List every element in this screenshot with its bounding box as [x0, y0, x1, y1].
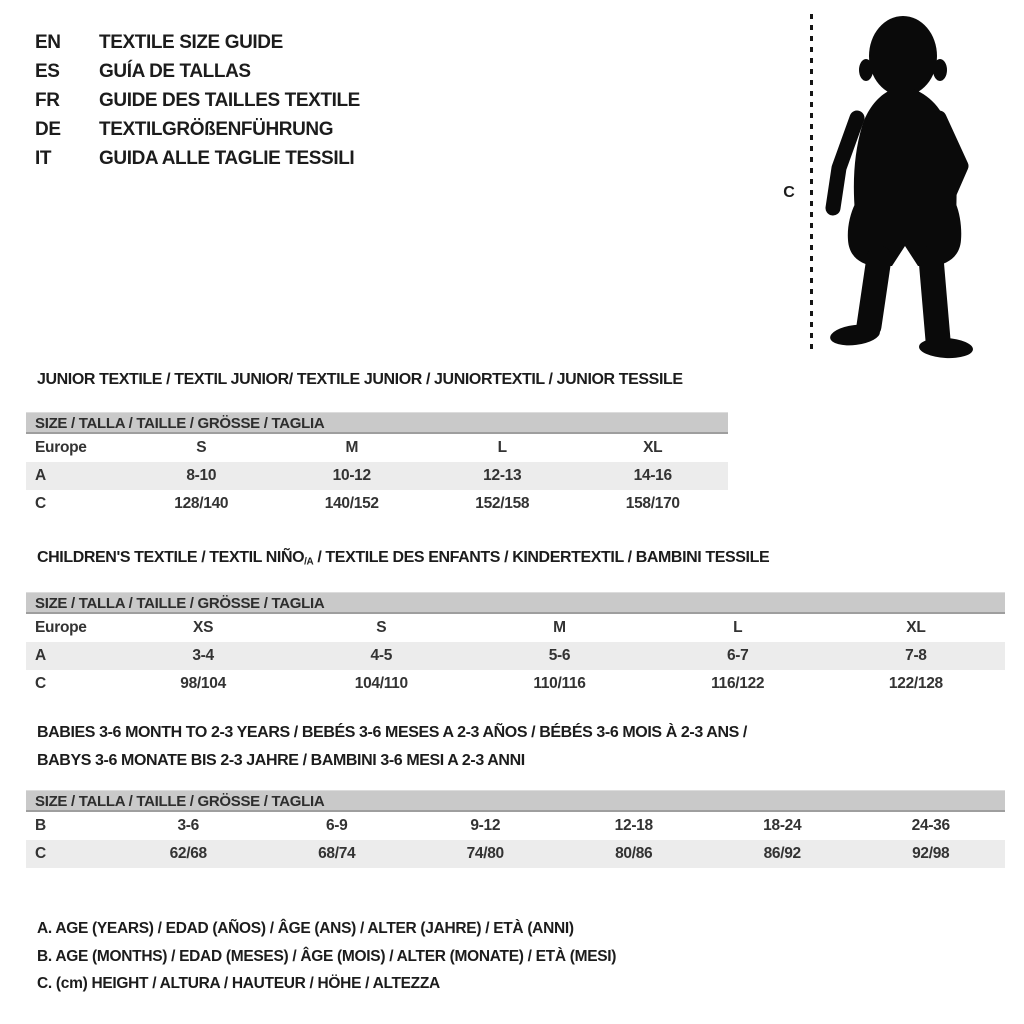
row-label: A [35, 467, 46, 484]
table-cell: 74/80 [466, 845, 505, 862]
table-cell: 18-24 [763, 817, 802, 834]
toddler-silhouette-icon [825, 16, 973, 359]
table-row-height-cm: C 98/104 104/110 110/116 116/122 122/128 [26, 670, 1005, 698]
table-cell: M [553, 619, 566, 636]
table-cell: 92/98 [912, 845, 950, 862]
legend-line-height: C. (cm) HEIGHT / ALTURA / HAUTEUR / HÖHE… [37, 975, 440, 992]
table-cell: 68/74 [318, 845, 356, 862]
table-cell: 4-5 [370, 647, 393, 664]
lang-code: IT [35, 147, 52, 169]
table-cell: 122/128 [888, 675, 943, 692]
lang-row-de: DE TEXTILGRÖßENFÜHRUNG [35, 115, 360, 144]
junior-size-table: SIZE / TALLA / TAILLE / GRÖSSE / TAGLIA … [26, 412, 728, 518]
children-title-subscript: /A [304, 556, 314, 568]
table-cell: XL [906, 619, 926, 636]
table-cell: 6-9 [325, 817, 348, 834]
babies-title-line1: BABIES 3-6 MONTH TO 2-3 YEARS / BEBÉS 3-… [37, 724, 747, 741]
table-cell: XL [643, 439, 663, 456]
height-marker-label: C [783, 184, 795, 201]
lang-row-fr: FR GUIDE DES TAILLES TEXTILE [35, 86, 360, 115]
table-cell: 86/92 [763, 845, 802, 862]
table-cell: 14-16 [633, 467, 672, 484]
lang-code: DE [35, 118, 61, 140]
table-cell: 12-13 [483, 467, 522, 484]
table-cell: 140/152 [324, 495, 379, 512]
lang-code: EN [35, 31, 61, 53]
language-title-block: EN TEXTILE SIZE GUIDE ES GUÍA DE TALLAS … [35, 28, 360, 173]
lang-row-en: EN TEXTILE SIZE GUIDE [35, 28, 360, 57]
table-cell: 6-7 [726, 647, 749, 664]
size-table-header: SIZE / TALLA / TAILLE / GRÖSSE / TAGLIA [26, 412, 728, 434]
children-size-table: SIZE / TALLA / TAILLE / GRÖSSE / TAGLIA … [26, 592, 1005, 698]
lang-title: GUÍA DE TALLAS [99, 60, 251, 82]
lang-title: GUIDE DES TAILLES TEXTILE [99, 89, 360, 111]
lang-row-it: IT GUIDA ALLE TAGLIE TESSILI [35, 144, 360, 173]
row-label: C [35, 675, 46, 692]
table-cell: 152/158 [475, 495, 530, 512]
lang-row-es: ES GUÍA DE TALLAS [35, 57, 360, 86]
table-cell: L [733, 619, 743, 636]
table-cell: 7-8 [905, 647, 927, 664]
row-label: C [35, 495, 46, 512]
row-label: Europe [35, 619, 87, 636]
legend-line-age-years: A. AGE (YEARS) / EDAD (AÑOS) / ÂGE (ANS)… [37, 920, 574, 937]
table-cell: 128/140 [174, 495, 229, 512]
table-cell: S [376, 619, 387, 636]
table-cell: 62/68 [169, 845, 208, 862]
lang-title: TEXTILE SIZE GUIDE [99, 31, 283, 53]
table-cell: 10-12 [332, 467, 371, 484]
lang-code: ES [35, 60, 60, 82]
height-measure-dotted-line [810, 14, 813, 355]
children-section-title: CHILDREN'S TEXTILE / TEXTIL NIÑO/A / TEX… [37, 548, 770, 572]
table-cell: 12-18 [614, 817, 653, 834]
height-figure: C [770, 0, 1024, 368]
children-title-suffix: / TEXTILE DES ENFANTS / KINDERTEXTIL / B… [313, 549, 770, 566]
table-row-height-cm: C 128/140 140/152 152/158 158/170 [26, 490, 728, 518]
lang-title: GUIDA ALLE TAGLIE TESSILI [99, 147, 355, 169]
table-row-europe: Europe XS S M L XL [26, 614, 1005, 642]
babies-section-title: BABIES 3-6 MONTH TO 2-3 YEARS / BEBÉS 3-… [37, 719, 747, 775]
table-cell: 3-6 [177, 817, 199, 834]
table-cell: 3-4 [192, 647, 214, 664]
table-cell: 5-6 [548, 647, 571, 664]
lang-code: FR [35, 89, 60, 111]
row-label: C [35, 845, 46, 862]
size-table-header: SIZE / TALLA / TAILLE / GRÖSSE / TAGLIA [26, 592, 1005, 614]
table-row-age-years: A 8-10 10-12 12-13 14-16 [26, 462, 728, 490]
size-table-header: SIZE / TALLA / TAILLE / GRÖSSE / TAGLIA [26, 790, 1005, 812]
table-cell: 24-36 [911, 817, 950, 834]
legend-line-age-months: B. AGE (MONTHS) / EDAD (MESES) / ÂGE (MO… [37, 947, 617, 965]
table-cell: 9-12 [470, 817, 501, 834]
table-row-age-years: A 3-4 4-5 5-6 6-7 7-8 [26, 642, 1005, 670]
table-row-age-months: B 3-6 6-9 9-12 12-18 18-24 24-36 [26, 812, 1005, 840]
table-row-height-cm: C 62/68 68/74 74/80 80/86 86/92 92/98 [26, 840, 1005, 868]
table-cell: 98/104 [180, 675, 226, 692]
babies-title-line2: BABYS 3-6 MONATE BIS 2-3 JAHRE / BAMBINI… [37, 752, 525, 769]
junior-section-title: JUNIOR TEXTILE / TEXTIL JUNIOR/ TEXTILE … [37, 371, 683, 388]
table-cell: 158/170 [625, 495, 680, 512]
row-label: B [35, 817, 46, 834]
table-cell: 80/86 [615, 845, 653, 862]
row-label: A [35, 647, 46, 664]
row-label: Europe [35, 439, 87, 456]
table-cell: 104/110 [354, 675, 408, 692]
table-cell: 8-10 [186, 467, 217, 484]
legend-block: A. AGE (YEARS) / EDAD (AÑOS) / ÂGE (ANS)… [37, 915, 616, 998]
table-cell: M [345, 439, 359, 456]
table-cell: 110/116 [533, 675, 586, 692]
table-cell: 116/122 [711, 675, 765, 692]
table-row-europe: Europe S M L XL [26, 434, 728, 462]
children-title-prefix: CHILDREN'S TEXTILE / TEXTIL NIÑO [37, 549, 305, 566]
lang-title: TEXTILGRÖßENFÜHRUNG [99, 118, 334, 140]
table-cell: XS [193, 619, 214, 636]
table-cell: L [497, 439, 507, 456]
table-cell: S [196, 439, 207, 456]
babies-size-table: SIZE / TALLA / TAILLE / GRÖSSE / TAGLIA … [26, 790, 1005, 868]
